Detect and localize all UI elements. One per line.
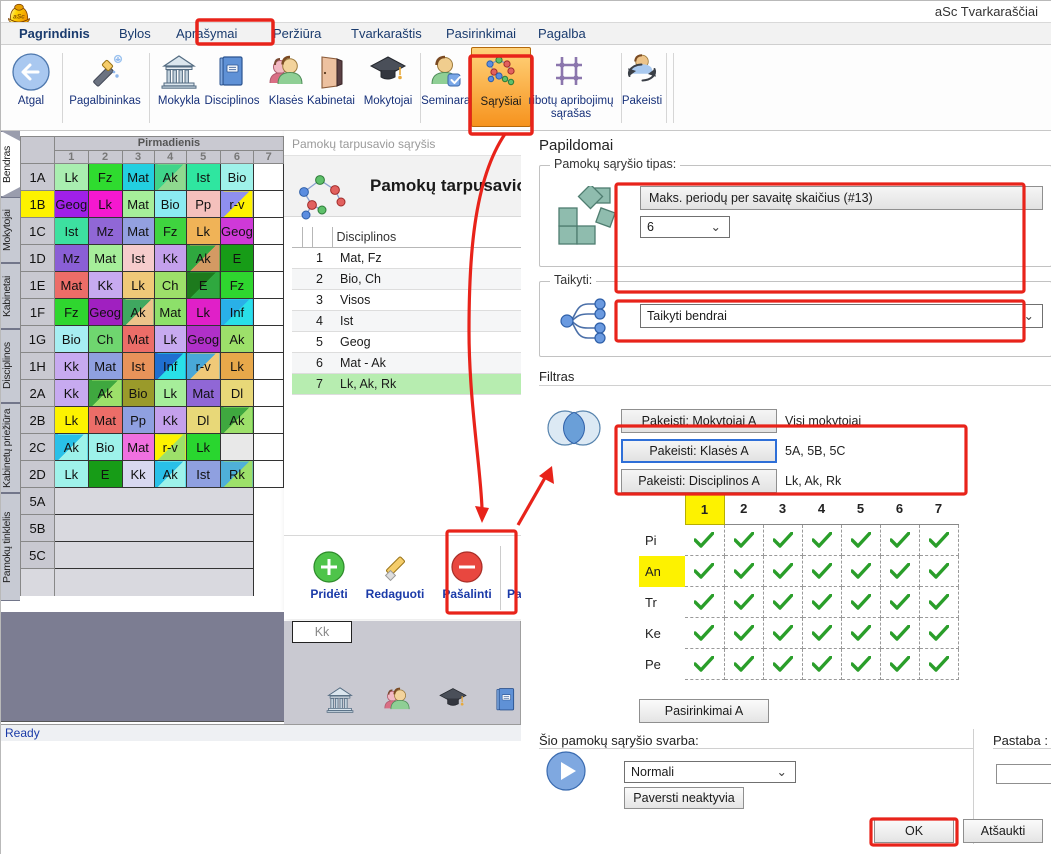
svg-text:aSc: aSc — [13, 14, 25, 21]
